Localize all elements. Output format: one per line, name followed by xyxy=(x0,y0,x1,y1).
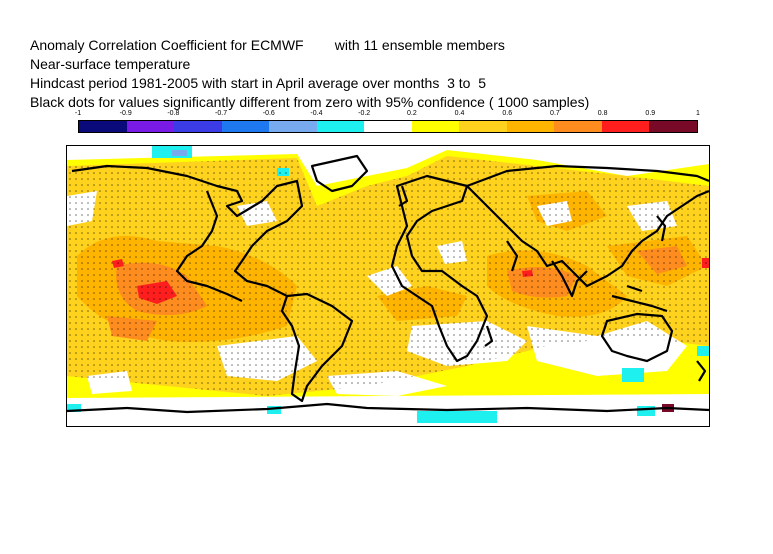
colorbar-cell xyxy=(79,121,127,132)
colorbar-tick-label: -0.8 xyxy=(167,110,180,117)
colorbar-tick-labels: -1 -0.9 -0.8 -0.7 -0.6 -0.4 -0.2 0.2 0.4 0.6 0.7 0.… xyxy=(74,109,700,119)
colorbar-cell xyxy=(554,121,602,132)
colorbar-tick-label: -0.2 xyxy=(358,110,371,117)
colorbar-tick-label: 1 xyxy=(696,110,700,117)
colorbar-cell xyxy=(221,121,270,132)
colorbar-tick-label: 0.4 xyxy=(454,110,465,117)
colorbar-tick-label: -0.4 xyxy=(310,110,323,117)
colorbar-cell xyxy=(126,121,175,132)
field-layer-blue xyxy=(172,150,187,156)
colorbar-tick-label: 0.7 xyxy=(550,110,560,117)
figure-title-block: Anomaly Correlation Coefficient for ECMW… xyxy=(30,36,589,112)
world-map xyxy=(66,145,710,427)
colorbar-tick-label: -0.9 xyxy=(119,110,132,117)
correlation-map-svg xyxy=(67,146,709,426)
colorbar-tick-label: 0.2 xyxy=(406,110,417,117)
title-line-period: Hindcast period 1981-2005 with start in … xyxy=(30,75,487,91)
colorbar-cell xyxy=(364,121,412,132)
colorbar xyxy=(78,120,698,133)
colorbar-tick-label: -0.7 xyxy=(215,110,228,117)
colorbar-tick-label: 0.8 xyxy=(597,110,608,117)
colorbar-tick-label: -1 xyxy=(74,110,82,117)
colorbar-cell xyxy=(316,121,365,132)
colorbar-tick-label: -0.6 xyxy=(262,110,275,117)
colorbar-tick-label: 0.6 xyxy=(502,110,513,117)
colorbar-cell xyxy=(174,121,222,132)
colorbar-cell xyxy=(506,121,555,132)
colorbar-cell xyxy=(601,121,650,132)
title-line-variable: Near-surface temperature xyxy=(30,56,191,72)
coastlines xyxy=(67,154,709,414)
colorbar-cell xyxy=(459,121,507,132)
title-line-significance: Black dots for values significantly diff… xyxy=(30,94,590,110)
significance-dots xyxy=(67,156,709,396)
colorbar-cell xyxy=(269,121,317,132)
colorbar-cell xyxy=(411,121,460,132)
colorbar-tick-label: 0.9 xyxy=(645,110,656,117)
title-line-model: Anomaly Correlation Coefficient for ECMW… xyxy=(30,37,505,53)
colorbar-cell xyxy=(649,121,697,132)
